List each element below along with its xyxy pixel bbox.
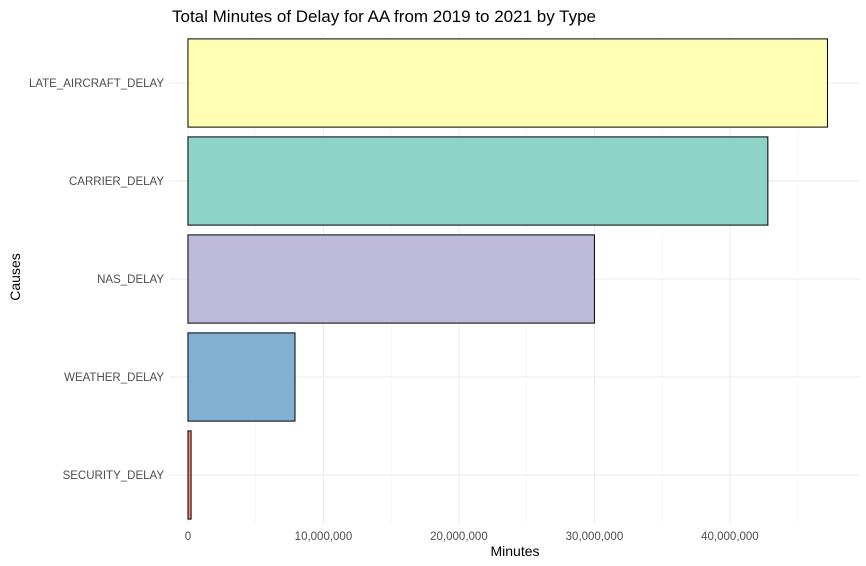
y-tick-label: NAS_DELAY	[97, 274, 164, 286]
bars	[187, 38, 828, 520]
x-tick-label: 20,000,000	[430, 531, 488, 543]
y-tick-label: LATE_AIRCRAFT_DELAY	[29, 78, 164, 90]
x-tick-label: 40,000,000	[701, 531, 759, 543]
x-tick-label: 10,000,000	[295, 531, 353, 543]
bar-nas-delay	[187, 234, 595, 324]
x-tick-label: 30,000,000	[566, 531, 624, 543]
bar-security-delay	[187, 430, 192, 520]
bar-late-aircraft-delay	[187, 38, 828, 128]
y-axis-tick-labels: LATE_AIRCRAFT_DELAY CARRIER_DELAY NAS_DELA…	[29, 78, 164, 482]
bar-carrier-delay	[187, 136, 769, 226]
y-tick-label: CARRIER_DELAY	[69, 176, 164, 188]
chart-title: Total Minutes of Delay for AA from 2019 …	[172, 7, 596, 26]
y-tick-label: SECURITY_DELAY	[63, 470, 165, 482]
x-axis-title: Minutes	[490, 543, 539, 559]
y-axis-title: Causes	[7, 253, 23, 300]
y-tick-label: WEATHER_DELAY	[64, 372, 164, 384]
bar-weather-delay	[187, 332, 296, 422]
x-tick-label: 0	[185, 531, 191, 543]
x-axis-tick-labels: 0 10,000,000 20,000,000 30,000,000 40,000,00…	[185, 531, 759, 543]
